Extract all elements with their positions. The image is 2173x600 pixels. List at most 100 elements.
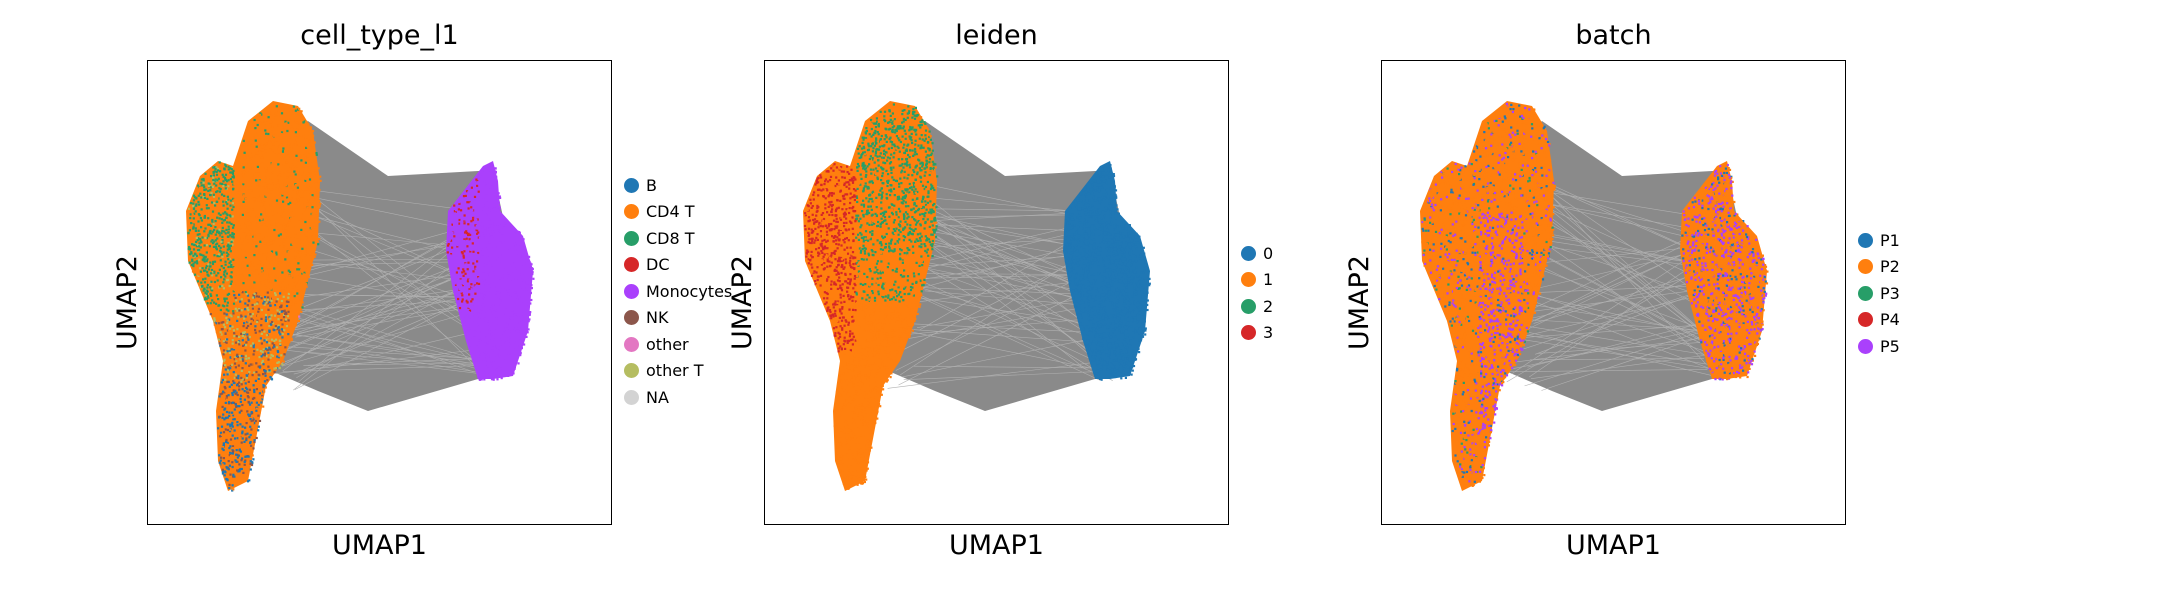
point (505, 311, 508, 314)
point (923, 251, 926, 254)
point (273, 339, 276, 342)
point (492, 271, 496, 274)
point (522, 320, 525, 323)
point (248, 436, 251, 439)
point (498, 291, 501, 294)
point (297, 320, 300, 323)
point (485, 356, 488, 359)
point (899, 274, 903, 277)
point (287, 136, 290, 139)
point (491, 230, 494, 233)
point (298, 238, 301, 241)
point (231, 202, 234, 205)
point (252, 458, 255, 461)
point (270, 287, 273, 290)
point (242, 139, 245, 142)
point (272, 250, 275, 253)
point (830, 252, 833, 255)
point (242, 325, 245, 328)
point (495, 350, 498, 353)
point (244, 211, 247, 214)
point (306, 192, 309, 195)
point (227, 258, 230, 261)
point (461, 298, 464, 301)
point (229, 314, 232, 317)
point (267, 336, 270, 339)
point (312, 225, 315, 228)
point (233, 261, 236, 264)
point (531, 273, 534, 276)
point (876, 175, 879, 178)
point (217, 177, 220, 180)
point (299, 247, 302, 250)
point (206, 302, 209, 305)
point (928, 158, 932, 161)
point (846, 179, 849, 182)
point (281, 126, 284, 129)
point (238, 433, 242, 436)
point (868, 286, 871, 289)
point (200, 219, 203, 222)
point (266, 112, 269, 116)
point (478, 236, 481, 239)
point (198, 214, 201, 217)
point (893, 125, 896, 128)
point (295, 214, 298, 217)
point (305, 265, 308, 269)
point (930, 212, 933, 215)
point (470, 294, 473, 297)
point (861, 141, 864, 144)
point (226, 195, 229, 198)
point (302, 121, 305, 124)
point (867, 345, 870, 348)
point (283, 173, 286, 176)
point (494, 245, 497, 248)
point (469, 273, 472, 276)
point (493, 372, 496, 375)
point (474, 293, 477, 297)
point (274, 117, 277, 120)
point (493, 322, 496, 325)
point (259, 399, 262, 402)
point (469, 208, 472, 212)
point (281, 125, 284, 128)
point (499, 360, 502, 363)
point (247, 143, 250, 146)
point (520, 313, 523, 316)
point (514, 346, 517, 349)
point (505, 335, 508, 338)
point (874, 357, 877, 360)
point (258, 160, 261, 164)
point (206, 283, 209, 287)
point (446, 244, 450, 247)
point (194, 227, 197, 230)
point (863, 247, 866, 250)
point (475, 305, 478, 308)
point (294, 256, 297, 259)
point (486, 302, 489, 305)
point (869, 192, 872, 195)
point (234, 366, 237, 369)
point (457, 251, 460, 254)
point (866, 294, 869, 297)
point (509, 279, 512, 282)
point (269, 182, 273, 185)
point (301, 247, 304, 250)
point (225, 251, 228, 254)
point (472, 354, 475, 357)
point (289, 184, 292, 187)
point (891, 126, 894, 129)
point (483, 166, 486, 170)
point (255, 161, 258, 164)
point (290, 276, 293, 279)
legend-marker (624, 230, 639, 246)
point (877, 331, 880, 334)
point (479, 355, 482, 358)
point (842, 343, 845, 346)
point (897, 348, 900, 351)
point (294, 141, 297, 144)
point (247, 396, 250, 399)
point (869, 319, 872, 322)
point (265, 341, 269, 344)
point (897, 216, 900, 219)
